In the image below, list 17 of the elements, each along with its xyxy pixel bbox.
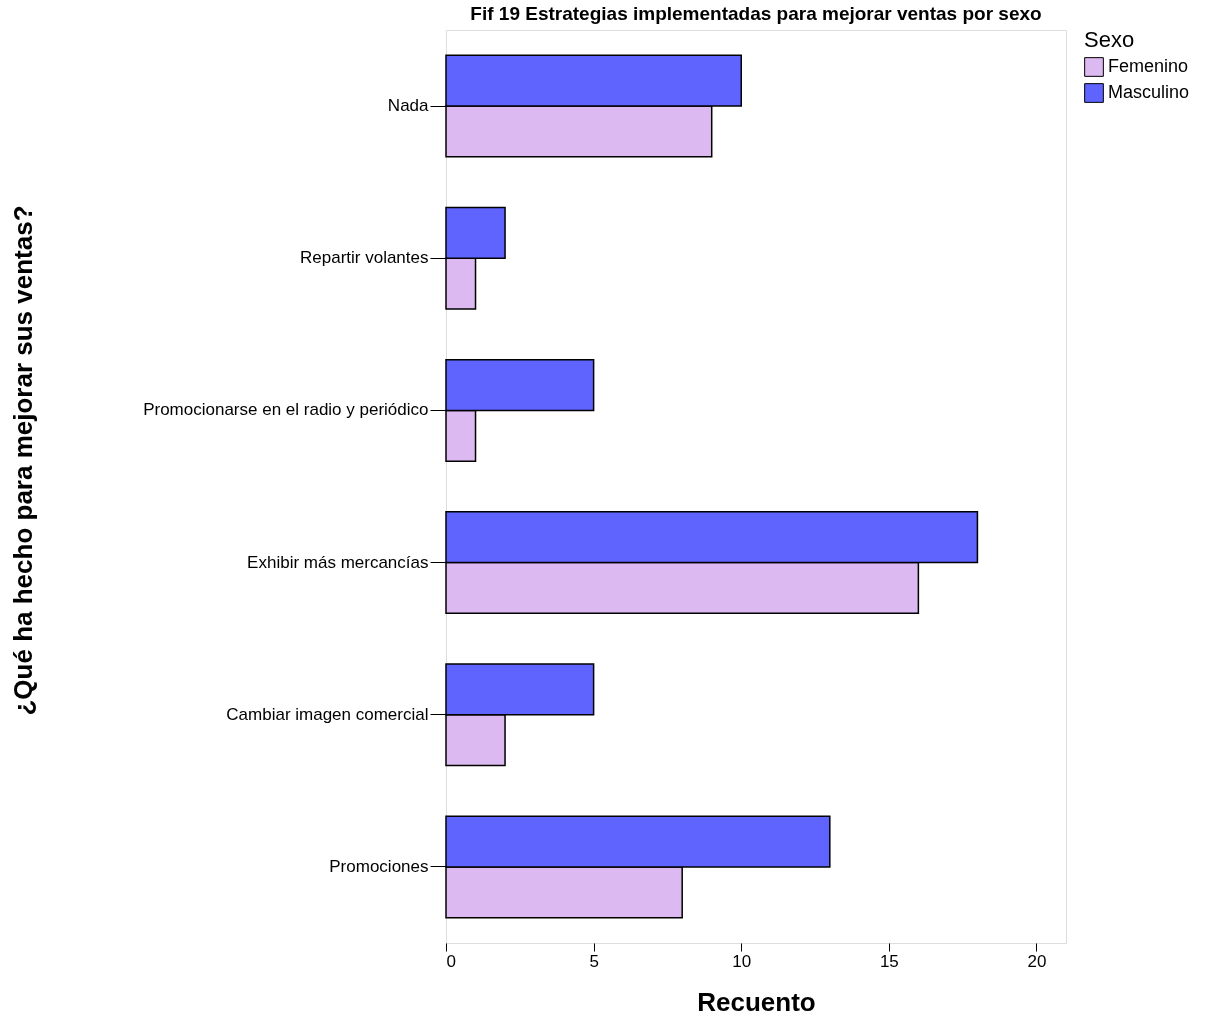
x-tick-label: 5: [589, 951, 599, 971]
y-tick-label: Promociones: [329, 856, 429, 876]
x-axis-title: Recuento: [697, 986, 816, 1017]
x-tick-label: 10: [732, 951, 752, 971]
y-tick-label: Repartir volantes: [299, 248, 429, 268]
legend-title: Sexo: [1084, 27, 1135, 52]
x-tick-label: 0: [446, 951, 456, 971]
x-tick-label: 20: [1027, 951, 1047, 971]
x-tick-label: 15: [879, 951, 899, 971]
legend-label: Femenino: [1108, 56, 1189, 76]
legend-label: Masculino: [1108, 82, 1190, 102]
y-tick-label: Nada: [387, 96, 430, 116]
chart-title: Fif 19 Estrategias implementadas para mejorar ventas por sexo: [470, 3, 1042, 24]
y-tick-label: Promocionarse en el radio y periódico: [143, 400, 429, 420]
y-tick-label: Cambiar imagen comercial: [226, 704, 429, 724]
y-tick-label: Exhibir más mercancías: [247, 552, 429, 572]
y-axis-title: ¿Qué ha hecho para mejorar sus ventas?: [7, 205, 38, 716]
